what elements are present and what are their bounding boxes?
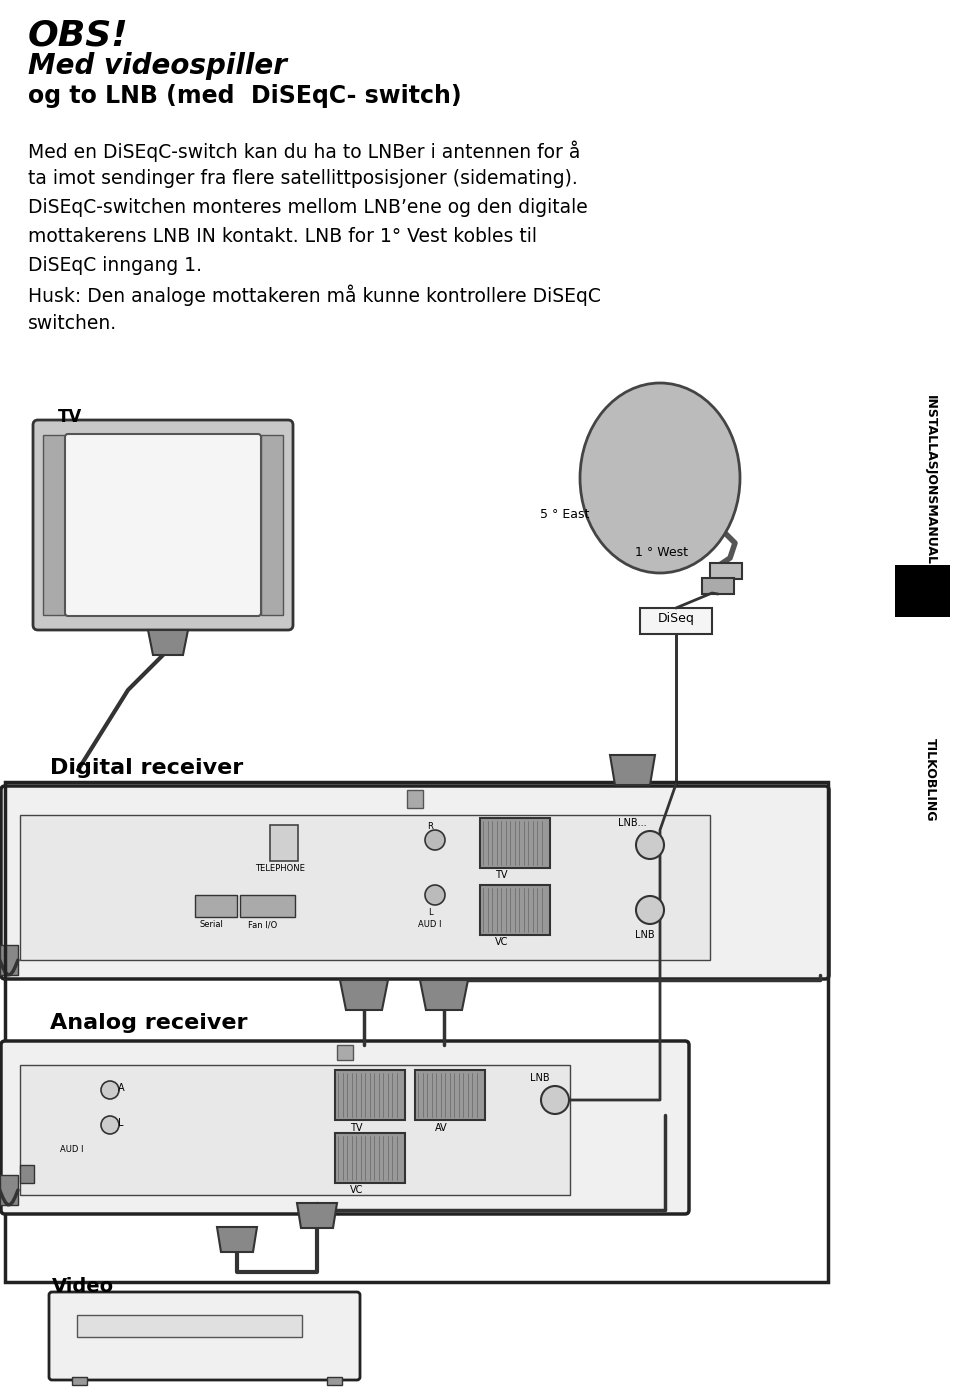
Bar xyxy=(20,1065,570,1196)
Text: DiSEqC-switchen monteres mellom LNB’ene og den digitale: DiSEqC-switchen monteres mellom LNB’ene … xyxy=(28,198,588,216)
Bar xyxy=(480,885,550,935)
Polygon shape xyxy=(217,1227,257,1252)
Bar xyxy=(5,782,828,1282)
FancyBboxPatch shape xyxy=(33,420,293,630)
Circle shape xyxy=(425,829,445,850)
FancyBboxPatch shape xyxy=(1,786,829,979)
Bar xyxy=(337,1044,353,1060)
Text: VC: VC xyxy=(350,1184,364,1196)
Bar xyxy=(710,563,742,578)
Bar xyxy=(327,1377,342,1386)
Text: AV: AV xyxy=(435,1123,447,1133)
Text: AUD I: AUD I xyxy=(418,920,442,929)
Text: 13: 13 xyxy=(895,567,949,605)
Bar xyxy=(702,578,734,594)
Text: L: L xyxy=(118,1118,124,1128)
FancyBboxPatch shape xyxy=(65,434,261,616)
Text: INSTALLASJONSMANUAL: INSTALLASJONSMANUAL xyxy=(924,395,937,565)
Bar xyxy=(335,1069,405,1119)
Text: TV: TV xyxy=(58,408,83,426)
Bar xyxy=(407,791,423,809)
Bar xyxy=(0,1175,18,1205)
Bar xyxy=(72,1377,87,1386)
Text: switchen.: switchen. xyxy=(28,313,117,333)
Bar xyxy=(640,608,712,634)
Text: Med videospiller: Med videospiller xyxy=(28,51,287,80)
Text: DiSeq: DiSeq xyxy=(658,612,694,626)
FancyBboxPatch shape xyxy=(49,1293,360,1380)
Text: og to LNB (med  DiSEqC- switch): og to LNB (med DiSEqC- switch) xyxy=(28,85,462,108)
Text: Serial: Serial xyxy=(200,920,224,929)
Bar xyxy=(895,565,950,617)
Text: AUD I: AUD I xyxy=(60,1146,84,1154)
Bar xyxy=(0,945,18,975)
Polygon shape xyxy=(297,1203,337,1227)
Polygon shape xyxy=(148,630,188,655)
Text: TELEPHONE: TELEPHONE xyxy=(255,864,305,872)
Text: ta imot sendinger fra flere satellittposisjoner (sidemating).: ta imot sendinger fra flere satellittpos… xyxy=(28,169,578,189)
Polygon shape xyxy=(610,755,655,785)
Circle shape xyxy=(101,1080,119,1099)
Text: L: L xyxy=(428,908,432,917)
Text: Fan I/O: Fan I/O xyxy=(248,920,277,929)
Polygon shape xyxy=(420,981,468,1010)
Text: A: A xyxy=(118,1083,125,1093)
Text: LNB...: LNB... xyxy=(618,818,647,828)
Text: R: R xyxy=(427,822,433,831)
Bar xyxy=(240,895,295,917)
Circle shape xyxy=(541,1086,569,1114)
Bar xyxy=(20,1165,34,1183)
Text: Digital receiver: Digital receiver xyxy=(50,759,243,778)
Text: Med en DiSEqC-switch kan du ha to LNBer i antennen for å: Med en DiSEqC-switch kan du ha to LNBer … xyxy=(28,140,581,161)
Text: VC: VC xyxy=(495,938,509,947)
Text: DiSEqC inngang 1.: DiSEqC inngang 1. xyxy=(28,257,202,275)
Bar xyxy=(261,436,283,614)
Text: TV: TV xyxy=(350,1123,363,1133)
Circle shape xyxy=(425,885,445,904)
Text: TV: TV xyxy=(495,870,508,879)
Circle shape xyxy=(101,1117,119,1135)
Bar xyxy=(43,436,65,614)
Text: Analog receiver: Analog receiver xyxy=(50,1013,248,1033)
Circle shape xyxy=(636,831,664,859)
Text: Video: Video xyxy=(52,1277,114,1295)
Bar xyxy=(480,818,550,868)
Bar xyxy=(77,1315,302,1337)
Bar xyxy=(415,1069,485,1119)
Ellipse shape xyxy=(580,383,740,573)
Text: mottakerens LNB IN kontakt. LNB for 1° Vest kobles til: mottakerens LNB IN kontakt. LNB for 1° V… xyxy=(28,227,537,245)
Text: 5 ° East: 5 ° East xyxy=(540,508,589,522)
Bar xyxy=(20,816,710,960)
Bar xyxy=(195,895,237,917)
Text: TILKOBLING: TILKOBLING xyxy=(924,738,937,821)
Text: Husk: Den analoge mottakeren må kunne kontrollere DiSEqC: Husk: Den analoge mottakeren må kunne ko… xyxy=(28,284,601,307)
Text: LNB: LNB xyxy=(635,931,655,940)
Circle shape xyxy=(636,896,664,924)
Text: OBS!: OBS! xyxy=(28,18,129,51)
Text: 1 ° West: 1 ° West xyxy=(635,546,688,559)
Bar xyxy=(335,1133,405,1183)
Polygon shape xyxy=(340,981,388,1010)
Text: LNB: LNB xyxy=(530,1074,550,1083)
Bar xyxy=(270,825,298,861)
FancyBboxPatch shape xyxy=(1,1042,689,1214)
